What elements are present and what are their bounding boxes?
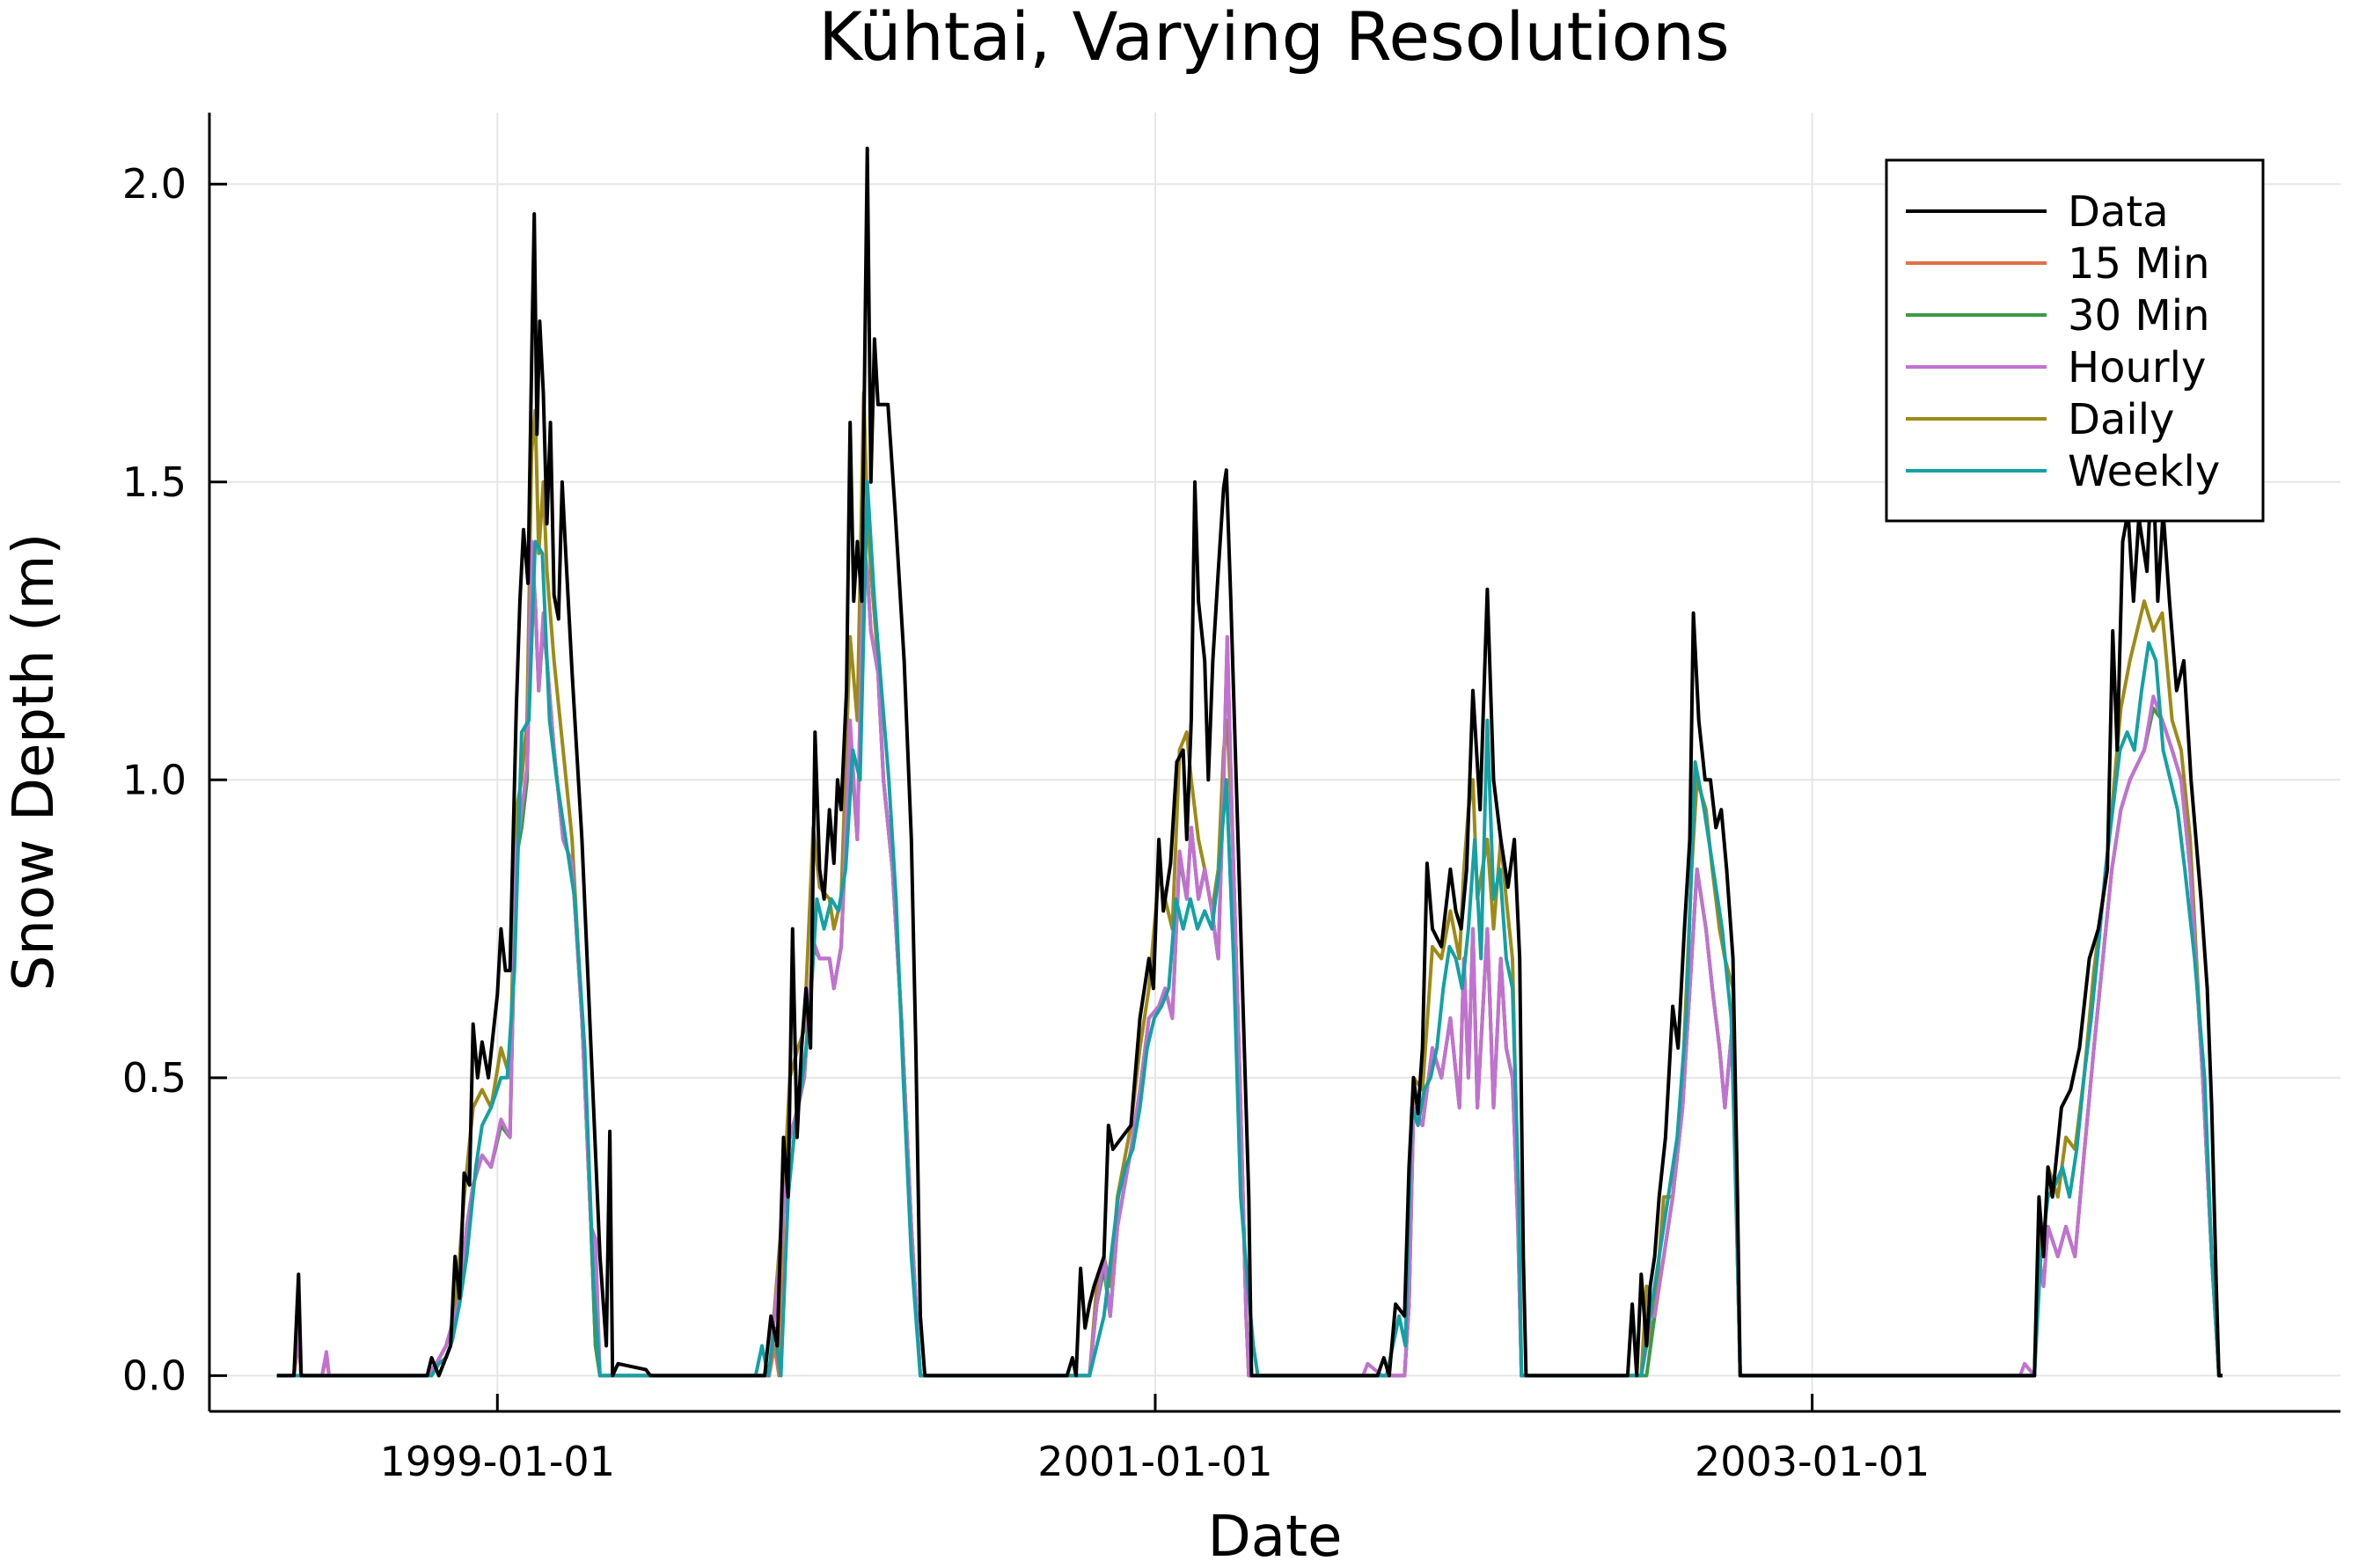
series-line-weekly [276,480,2223,1378]
x-tick-label: 2003-01-01 [1695,1438,1930,1485]
y-tick-label: 2.0 [122,160,187,208]
y-tick-label: 1.0 [122,756,187,803]
x-axis-label: Date [1208,1505,1343,1568]
legend-label-30-min: 30 Min [2068,291,2210,341]
series-line-data [276,146,2223,1378]
x-ticks: 1999-01-01 2001-01-01 2003-01-01 [380,1394,1930,1485]
x-tick-label: 1999-01-01 [380,1438,615,1485]
y-tick-label: 1.5 [122,458,187,506]
series-lines [276,146,2223,1378]
legend-label-15-min: 15 Min [2068,239,2210,289]
axes [208,113,2340,1413]
y-axis-label: Snow Depth (m) [2,533,67,992]
legend-label-hourly: Hourly [2068,343,2206,392]
x-tick-label: 2001-01-01 [1037,1438,1272,1485]
chart-title: Kühtai, Varying Resolutions [818,0,1729,76]
y-ticks: 0.0 0.5 1.0 1.5 2.0 [122,160,227,1399]
legend-label-data: Data [2068,187,2169,237]
legend-label-weekly: Weekly [2068,447,2220,496]
y-tick-label: 0.0 [122,1352,187,1399]
legend-box [1885,158,2265,523]
y-tick-label: 0.5 [122,1054,187,1102]
legend-label-daily: Daily [2068,395,2174,444]
